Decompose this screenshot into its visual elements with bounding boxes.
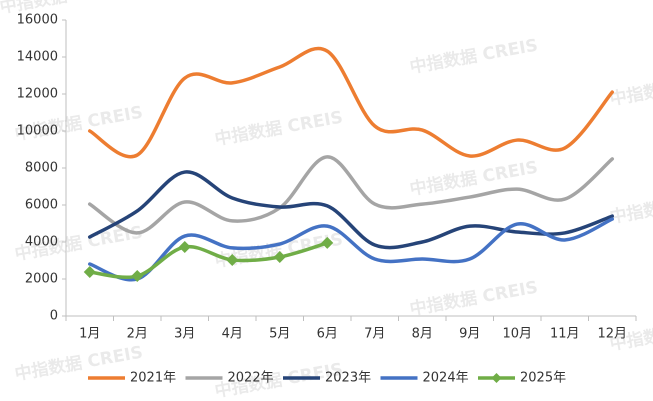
watermark: 中指数据 CREIS [608, 67, 653, 110]
x-tick-label: 9月 [459, 327, 480, 342]
x-tick-label: 12月 [597, 327, 627, 342]
y-tick-label: 12000 [17, 87, 58, 102]
x-tick-label: 10月 [502, 327, 532, 342]
y-tick-label: 14000 [17, 50, 58, 65]
point-marker [273, 250, 286, 263]
point-marker [178, 240, 191, 253]
series-line [88, 155, 614, 235]
point-marker [83, 265, 96, 278]
watermark: 中指数据 CREIS [408, 277, 539, 320]
y-tick-label: 6000 [25, 198, 58, 213]
y-tick-label: 4000 [25, 235, 58, 250]
x-tick-label: 1月 [79, 327, 100, 342]
legend-label: 2025年 [520, 371, 566, 386]
legend-label: 2024年 [423, 371, 469, 386]
watermark: 中指数据 CREIS [408, 157, 539, 200]
y-tick-label: 10000 [17, 124, 58, 139]
point-marker [131, 270, 144, 283]
legend-label: 2022年 [228, 371, 274, 386]
series-line [88, 170, 614, 250]
watermark: 中指数据 CREIS [408, 35, 539, 78]
y-tick-label: 8000 [25, 161, 58, 176]
series-line [88, 46, 614, 159]
x-tick-label: 8月 [412, 327, 433, 342]
x-tick-label: 7月 [364, 327, 385, 342]
x-tick-label: 11月 [550, 327, 580, 342]
series-line [88, 217, 614, 282]
x-tick-label: 6月 [317, 327, 338, 342]
point-marker [321, 236, 334, 249]
x-tick-label: 3月 [174, 327, 195, 342]
legend-label: 2021年 [130, 371, 176, 386]
y-tick-label: 16000 [17, 13, 58, 28]
watermark: 中指数据 CREIS [213, 107, 344, 150]
watermark: 中指数据 CREIS [608, 185, 653, 228]
legend-marker [491, 373, 502, 383]
y-tick-label: 2000 [25, 272, 58, 287]
y-tick-label: 0 [50, 309, 58, 324]
x-tick-label: 4月 [222, 327, 243, 342]
legend-label: 2023年 [325, 371, 371, 386]
x-tick-label: 2月 [127, 327, 148, 342]
point-marker [226, 253, 239, 266]
x-tick-label: 5月 [269, 327, 290, 342]
